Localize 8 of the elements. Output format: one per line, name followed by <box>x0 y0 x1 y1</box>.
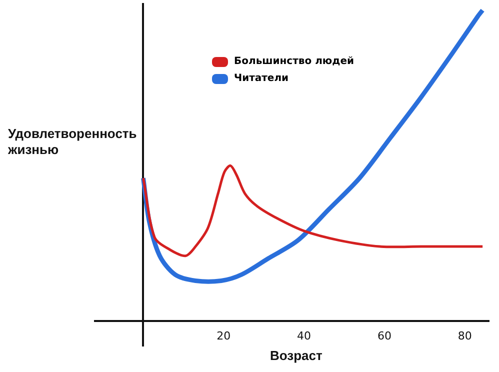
y-axis-title: Удовлетворенность жизнью <box>8 126 138 158</box>
x-tick-label: 20 <box>216 330 231 343</box>
x-tick-label: 60 <box>377 330 392 343</box>
x-tick-label: 80 <box>458 330 472 343</box>
x-tick-label: 40 <box>297 330 312 343</box>
legend-label: Читатели <box>234 73 289 84</box>
x-axis-title: Возраст <box>270 348 322 363</box>
legend-label: Большинство людей <box>234 56 354 67</box>
